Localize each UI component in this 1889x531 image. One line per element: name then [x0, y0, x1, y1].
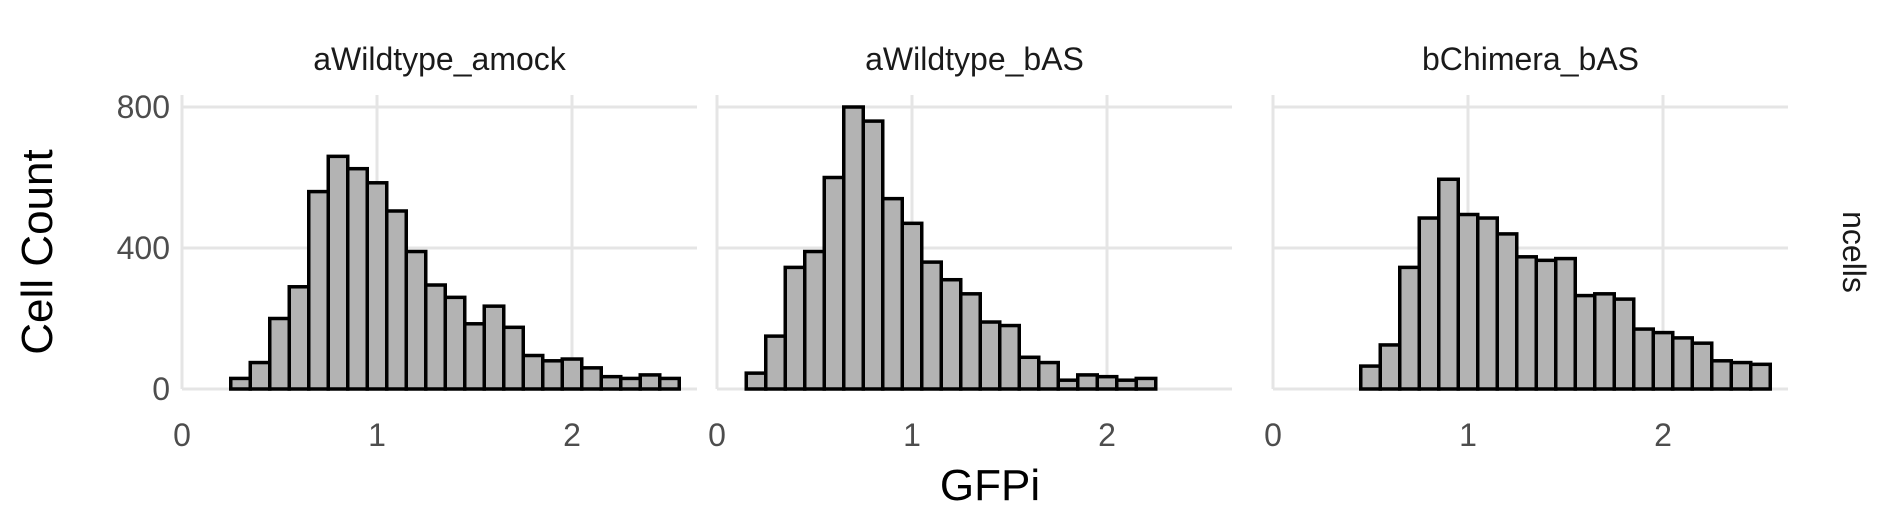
histogram-bar — [1017, 355, 1041, 391]
histogram-bar — [764, 334, 787, 391]
histogram-bar — [580, 366, 603, 391]
histogram-bar — [1612, 297, 1636, 391]
histogram-bar — [248, 360, 272, 391]
histogram-bar — [521, 353, 545, 391]
facet-panel: aWildtype_amock 0 1 2 — [173, 41, 697, 453]
histogram-bar — [541, 359, 564, 391]
histogram-bar — [229, 376, 252, 391]
histogram-bar — [1398, 265, 1421, 391]
histogram-bar — [959, 292, 982, 391]
x-tick-label: 2 — [563, 417, 581, 453]
histogram-bar — [1534, 258, 1558, 391]
histogram-bar — [1056, 378, 1080, 391]
histogram-bar — [404, 249, 428, 391]
histogram-bar — [1710, 359, 1733, 391]
histogram-bar — [502, 325, 525, 391]
histogram-bar — [482, 304, 506, 391]
histogram-bar — [1378, 343, 1402, 391]
x-tick-label: 1 — [903, 417, 921, 453]
histogram-bar — [385, 209, 408, 391]
histogram-bar — [1134, 376, 1158, 391]
y-axis-title: Cell Count — [13, 149, 62, 354]
histogram-bar — [619, 376, 642, 391]
histogram-bar — [1671, 336, 1694, 391]
histogram-bar — [744, 371, 768, 391]
histogram-bar — [1651, 330, 1675, 391]
histogram-bar — [1554, 256, 1577, 391]
histogram-bar — [861, 119, 885, 391]
x-tick-label: 2 — [1654, 417, 1672, 453]
histogram-bar — [1476, 216, 1499, 391]
histogram-bar — [326, 154, 350, 391]
histogram-bar — [424, 283, 447, 391]
y-axis: 0 400 800 — [117, 89, 170, 407]
histogram-bar — [1456, 212, 1480, 391]
x-tick-label: 1 — [368, 417, 386, 453]
histogram-bar — [1515, 255, 1538, 391]
histogram-bar — [365, 181, 389, 391]
histogram-bar — [1593, 292, 1616, 391]
x-tick-label: 1 — [1459, 417, 1477, 453]
facet-panel: bChimera_bAS 0 1 2 — [1264, 41, 1788, 453]
histogram-bar — [1359, 364, 1382, 391]
histogram-bar — [920, 260, 943, 391]
histogram-bar — [900, 221, 924, 391]
histogram-bar — [1690, 341, 1714, 391]
histogram-bar — [978, 320, 1002, 391]
histogram-bar — [842, 105, 865, 391]
y-tick-label: 0 — [152, 371, 170, 407]
y-tick-label: 400 — [117, 230, 170, 266]
y-tick-label: 800 — [117, 89, 170, 125]
histogram-bar — [658, 376, 681, 391]
histogram-bar — [1573, 293, 1597, 391]
histogram-bar — [599, 374, 623, 391]
histogram-bar — [307, 189, 330, 391]
histogram-bar — [1417, 216, 1441, 391]
histogram-bar — [463, 322, 486, 391]
histogram-bar — [939, 277, 963, 391]
facet-title: aWildtype_amock — [313, 41, 567, 77]
histogram-bar — [638, 373, 662, 391]
histogram-bar — [287, 285, 311, 391]
histogram-bar — [783, 265, 807, 391]
histogram-bar — [1437, 177, 1460, 391]
histogram-bar — [998, 323, 1021, 391]
x-axis-title: GFPi — [940, 461, 1040, 510]
facet-strip-label: ncells — [1836, 211, 1872, 293]
facet-panel: aWildtype_bAS 0 1 2 — [708, 41, 1232, 453]
histogram-bar — [1037, 360, 1060, 391]
histogram-bar — [881, 196, 904, 391]
histogram-bar — [1076, 373, 1099, 391]
histogram-bar — [803, 249, 826, 391]
x-tick-label: 0 — [708, 417, 726, 453]
histogram-bar — [1749, 362, 1772, 391]
histogram-bar — [443, 295, 467, 391]
facet-title: aWildtype_bAS — [865, 41, 1084, 77]
histogram-bar — [1115, 378, 1138, 391]
x-tick-label: 2 — [1098, 417, 1116, 453]
x-tick-label: 0 — [173, 417, 191, 453]
x-tick-label: 0 — [1264, 417, 1282, 453]
histogram-bar — [268, 316, 291, 391]
histogram-bar — [346, 166, 369, 391]
histogram-bar — [1495, 232, 1519, 391]
histogram-bar — [822, 175, 846, 391]
histogram-bar — [1095, 374, 1119, 391]
histogram-bar — [1632, 327, 1655, 391]
histogram-bar — [1729, 360, 1753, 391]
facet-title: bChimera_bAS — [1422, 41, 1639, 77]
histogram-bar — [560, 357, 584, 391]
